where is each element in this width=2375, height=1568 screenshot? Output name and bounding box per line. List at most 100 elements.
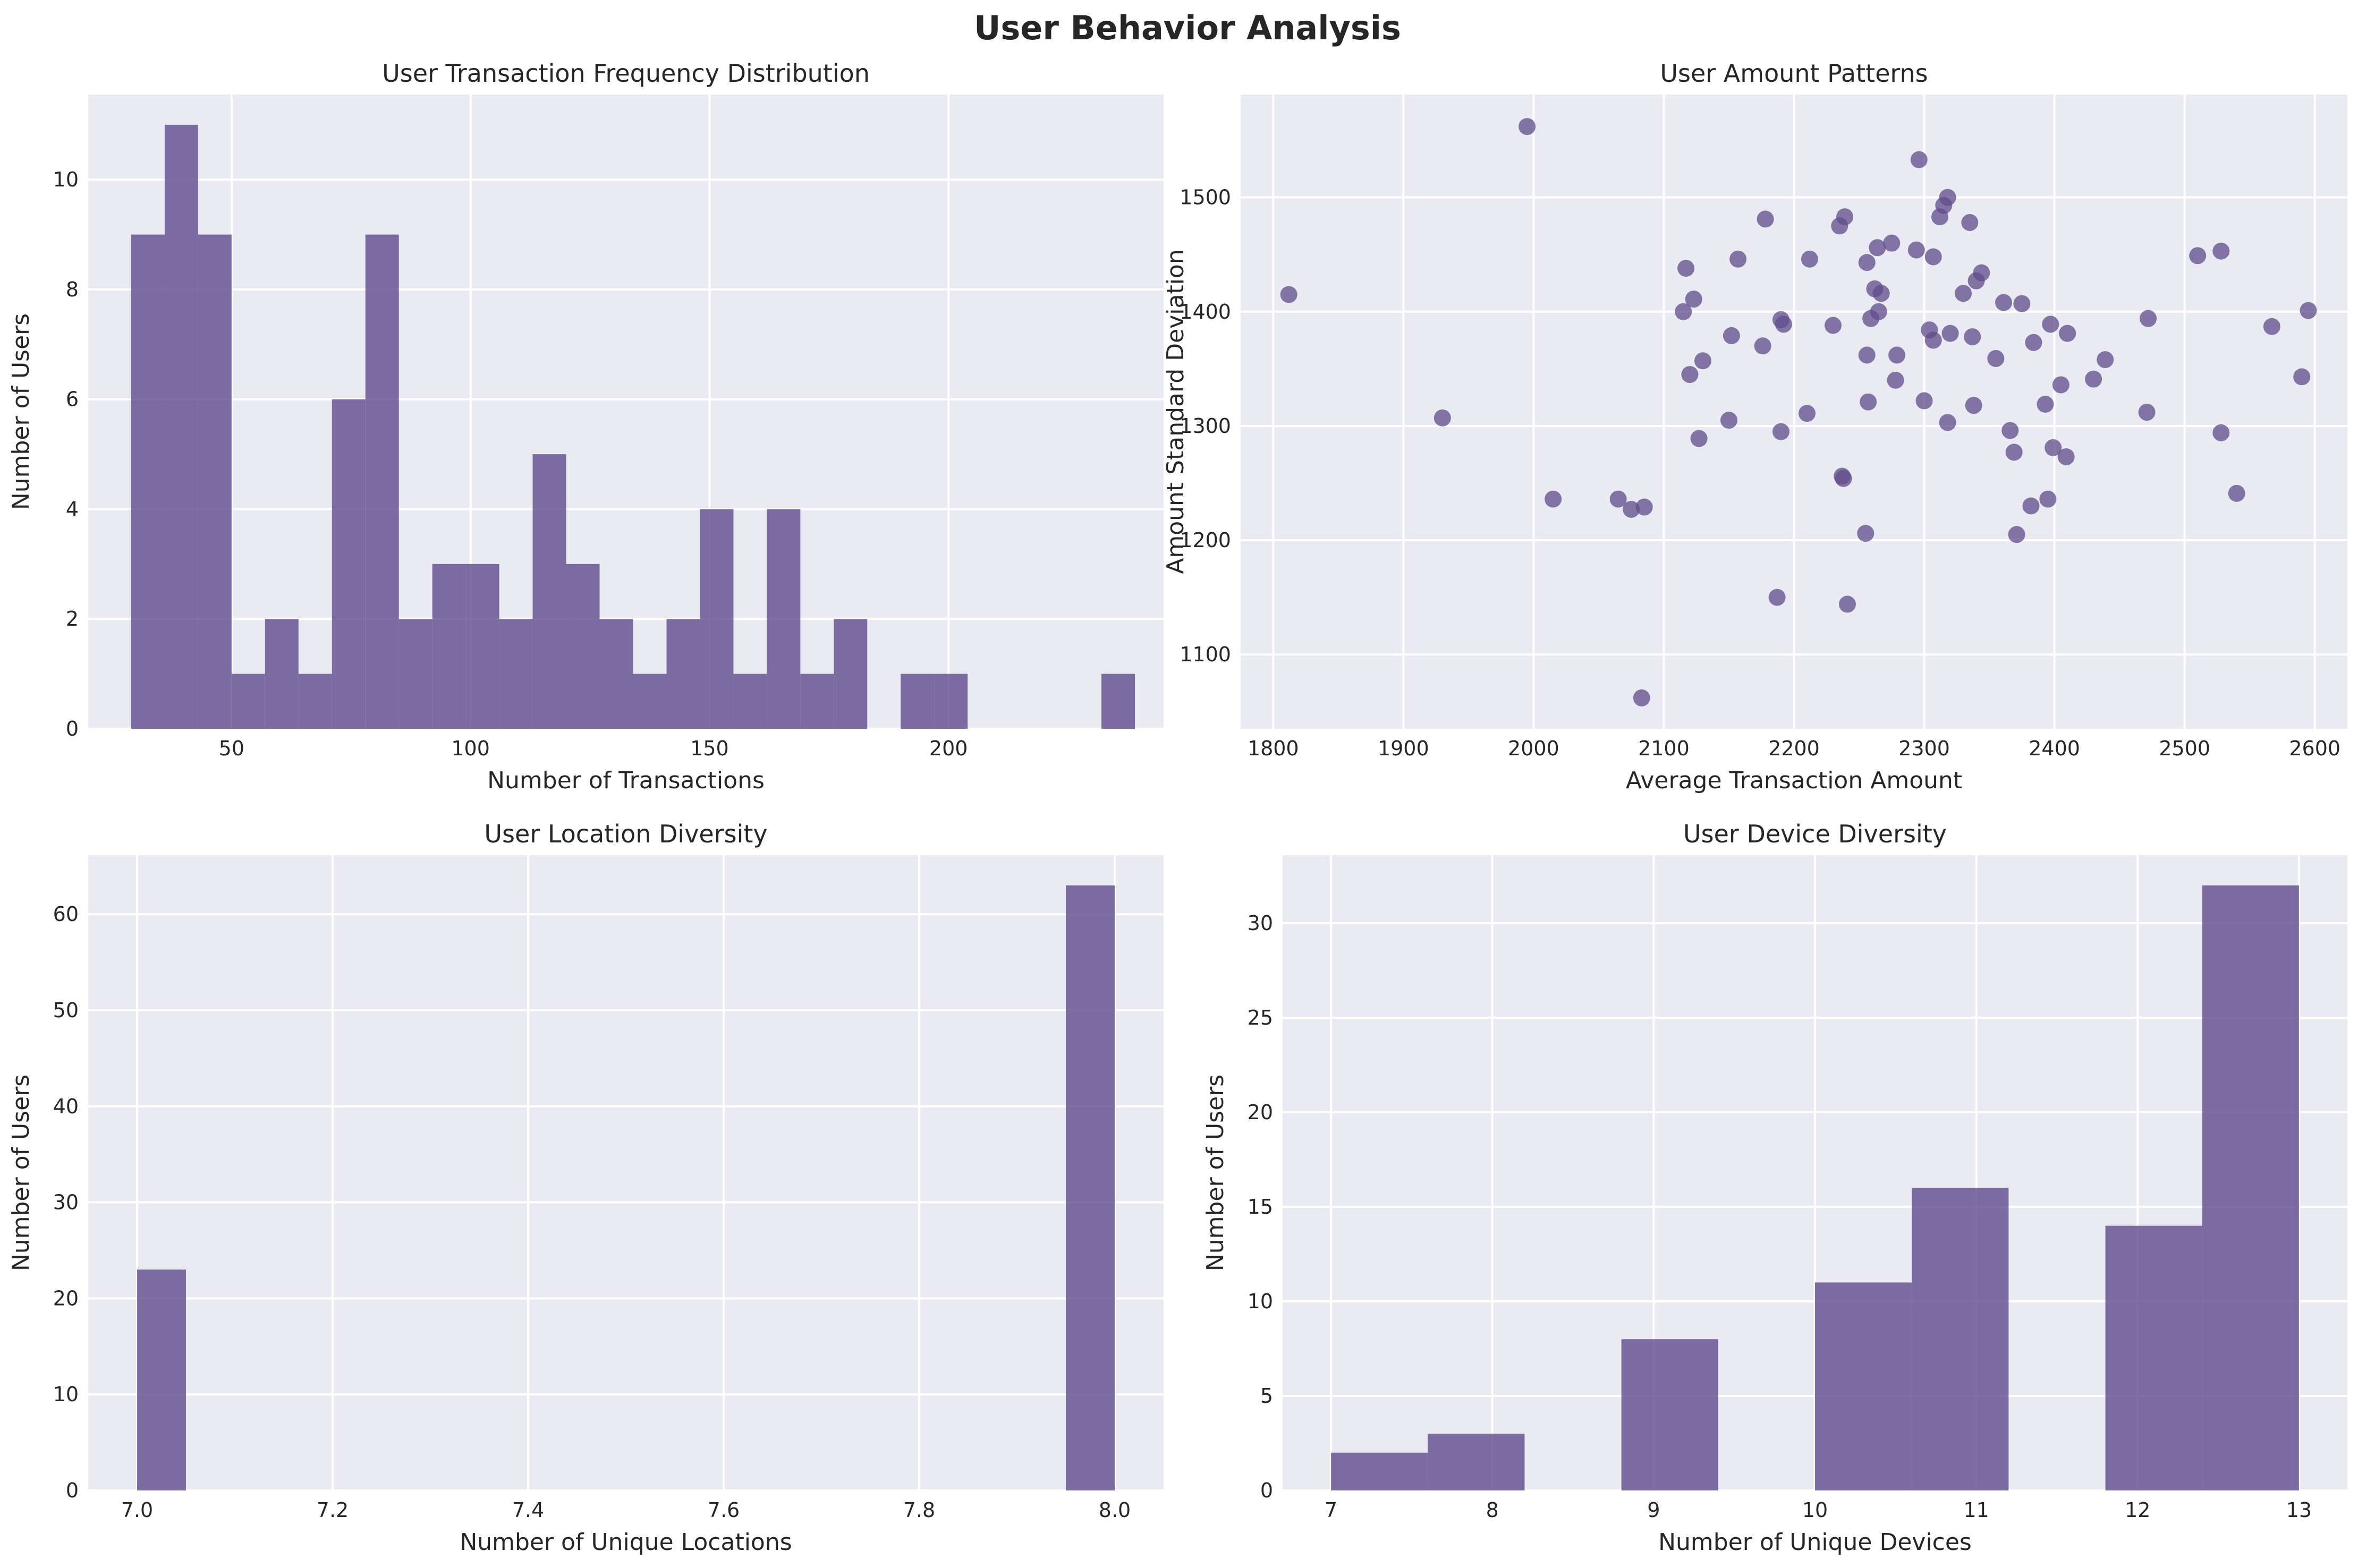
- scatter-point: [1623, 500, 1640, 518]
- scatter-point: [1887, 371, 1904, 389]
- scatter-point: [1939, 189, 1956, 206]
- scatter-point: [1772, 423, 1789, 440]
- x-tick-label: 100: [451, 737, 490, 760]
- y-tick-label: 0: [66, 1479, 79, 1502]
- scatter-point: [1825, 317, 1842, 334]
- scatter-point: [1869, 239, 1886, 257]
- scatter-point: [2293, 368, 2311, 386]
- scatter-point: [2008, 526, 2025, 543]
- scatter-point: [1924, 331, 1942, 349]
- scatter-point: [1633, 689, 1650, 706]
- scatter-point: [1857, 525, 1874, 542]
- histogram-bar: [365, 234, 399, 729]
- scatter-point: [1280, 286, 1297, 303]
- x-axis-label: Average Transaction Amount: [1626, 767, 1962, 794]
- scatter-point: [2045, 439, 2062, 456]
- histogram-bar: [398, 619, 432, 729]
- scatter-point: [1519, 118, 1536, 135]
- x-tick-label: 9: [1647, 1498, 1660, 1522]
- y-tick-label: 20: [1248, 1101, 1273, 1124]
- scatter-point: [1858, 346, 1876, 364]
- scatter-point: [1836, 208, 1854, 226]
- transaction-frequency-histogram: 50 100 150 200 0 2 4 6 8 10 User Transaction Frequ…: [7, 59, 1164, 794]
- device-diversity-histogram: 7 8 9 10 11 12 13 0 5 10 15 20 25 30 User Device Diver…: [1202, 820, 2347, 1556]
- histogram-bar: [1331, 1452, 1428, 1490]
- chart-title: User Transaction Frequency Distribution: [382, 59, 870, 88]
- histogram-bar: [700, 509, 734, 729]
- histogram-bar: [1815, 1282, 1912, 1490]
- x-tick-label: 7.6: [708, 1498, 740, 1522]
- y-tick-label: 6: [66, 388, 79, 411]
- x-tick-label: 2200: [1768, 737, 1820, 760]
- histogram-bar: [633, 674, 667, 729]
- y-tick-label: 30: [53, 1191, 79, 1214]
- x-tick-label: 7.0: [121, 1498, 153, 1522]
- scatter-point: [2022, 497, 2040, 515]
- scatter-point: [2039, 490, 2057, 508]
- histogram-bar: [298, 674, 332, 729]
- y-tick-label: 2: [66, 607, 79, 630]
- scatter-point: [1729, 250, 1747, 268]
- x-tick-label: 8: [1486, 1498, 1499, 1522]
- scatter-point: [1939, 414, 1956, 431]
- y-tick-label: 10: [1248, 1290, 1273, 1313]
- x-tick-label: 2000: [1508, 737, 1559, 760]
- y-tick-label: 30: [1248, 911, 1273, 935]
- scatter-point: [2059, 325, 2076, 342]
- y-axis-label: Number of Users: [7, 1075, 35, 1271]
- histogram-bar: [465, 564, 499, 729]
- scatter-point: [1685, 291, 1702, 308]
- y-tick-label: 15: [1248, 1195, 1273, 1218]
- scatter-point: [1961, 214, 1979, 231]
- x-tick-label: 2600: [2289, 737, 2340, 760]
- scatter-point: [2138, 404, 2156, 421]
- scatter-point: [1858, 254, 1876, 271]
- histogram-bar: [432, 564, 466, 729]
- scatter-point: [1434, 409, 1451, 427]
- x-tick-label: 11: [1963, 1498, 1989, 1522]
- y-tick-label: 0: [66, 717, 79, 740]
- scatter-point: [1757, 210, 1774, 228]
- histogram-bar: [332, 399, 366, 729]
- y-tick-label: 1200: [1180, 529, 1231, 552]
- y-tick-label: 5: [1260, 1384, 1273, 1408]
- x-tick-label: 2300: [1898, 737, 1950, 760]
- histogram-bar: [834, 619, 868, 729]
- histogram-bar: [231, 674, 265, 729]
- scatter-point: [1801, 250, 1818, 268]
- histogram-bar: [1066, 885, 1115, 1490]
- y-tick-label: 25: [1248, 1006, 1273, 1029]
- x-tick-label: 50: [219, 737, 244, 760]
- x-tick-label: 7.4: [512, 1498, 544, 1522]
- scatter-point: [1694, 352, 1711, 370]
- scatter-point: [1675, 303, 1692, 320]
- scatter-point: [1955, 285, 1972, 302]
- scatter-point: [1872, 285, 1890, 302]
- scatter-point: [2052, 376, 2069, 394]
- scatter-point: [2001, 422, 2019, 439]
- y-tick-label: 40: [53, 1095, 79, 1118]
- x-tick-label: 10: [1802, 1498, 1828, 1522]
- scatter-point: [1941, 325, 1959, 342]
- scatter-point: [2263, 318, 2280, 335]
- figure-title: User Behavior Analysis: [974, 8, 1401, 47]
- y-tick-label: 0: [1260, 1479, 1273, 1502]
- chart-title: User Amount Patterns: [1660, 59, 1928, 88]
- y-tick-label: 20: [53, 1286, 79, 1310]
- histogram-bar: [164, 124, 198, 729]
- scatter-point: [1775, 316, 1792, 333]
- chart-title: User Device Diversity: [1683, 820, 1947, 848]
- scatter-point: [1910, 151, 1928, 168]
- histogram-bar: [767, 509, 801, 729]
- scatter-point: [1690, 430, 1708, 447]
- scatter-point: [1799, 405, 1816, 422]
- scatter-point: [2085, 370, 2102, 388]
- x-tick-label: 2100: [1638, 737, 1690, 760]
- amount-patterns-scatter: 1800 1900 2000 2100 2200 2300 2400 2500 2600 1100…: [1162, 59, 2347, 794]
- histogram-bar: [566, 564, 600, 729]
- scatter-point: [1915, 392, 1933, 410]
- y-tick-label: 1100: [1180, 643, 1231, 666]
- histogram-bar: [800, 674, 834, 729]
- histogram-bar: [137, 1269, 186, 1490]
- histogram-bar: [1912, 1188, 2009, 1490]
